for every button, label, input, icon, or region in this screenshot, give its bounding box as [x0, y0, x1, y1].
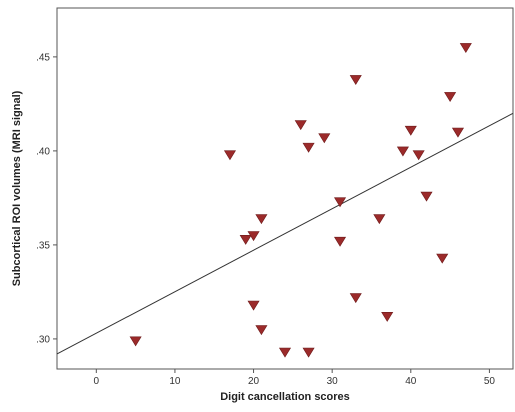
data-point: [129, 336, 142, 347]
x-tick-label: 0: [94, 376, 100, 387]
x-tick-label: 50: [484, 376, 496, 387]
plot-frame: [56, 7, 514, 370]
y-tick-label: .35: [36, 240, 50, 251]
data-point: [223, 150, 237, 161]
data-point: [255, 214, 268, 225]
data-points: [129, 43, 472, 358]
data-point: [404, 125, 417, 136]
data-point: [396, 146, 409, 157]
data-point: [333, 236, 347, 247]
data-point: [412, 150, 425, 161]
x-tick-label: 40: [405, 376, 417, 387]
x-tick-label: 30: [327, 376, 339, 387]
data-point: [302, 142, 315, 153]
data-point: [349, 75, 362, 86]
data-point: [381, 312, 394, 322]
x-axis-ticks: 0 10 20 30 40 50: [94, 369, 496, 387]
data-point: [247, 300, 260, 311]
data-point: [349, 293, 362, 304]
data-point: [239, 234, 252, 245]
data-point: [333, 197, 347, 208]
y-axis-title: Subcortical ROI volumes (MRI signal): [11, 90, 23, 286]
x-axis-title: Digit cancellation scores: [220, 391, 350, 403]
data-point: [302, 347, 315, 358]
data-point: [373, 214, 386, 225]
data-point: [278, 347, 292, 358]
data-point: [436, 253, 449, 264]
x-tick-label: 10: [169, 376, 181, 387]
data-point: [459, 43, 472, 54]
y-tick-label: .45: [36, 52, 50, 63]
regression-line: [56, 112, 514, 355]
data-point: [420, 191, 433, 202]
y-tick-label: .30: [36, 334, 50, 345]
data-point: [451, 127, 465, 138]
data-point: [318, 133, 331, 144]
data-point: [255, 325, 268, 336]
x-tick-label: 20: [248, 376, 260, 387]
y-tick-label: .40: [36, 146, 50, 157]
data-point: [294, 120, 307, 131]
y-axis-ticks: .30 .35 .40 .45: [36, 52, 57, 345]
data-point: [247, 231, 260, 242]
data-point: [444, 92, 457, 102]
